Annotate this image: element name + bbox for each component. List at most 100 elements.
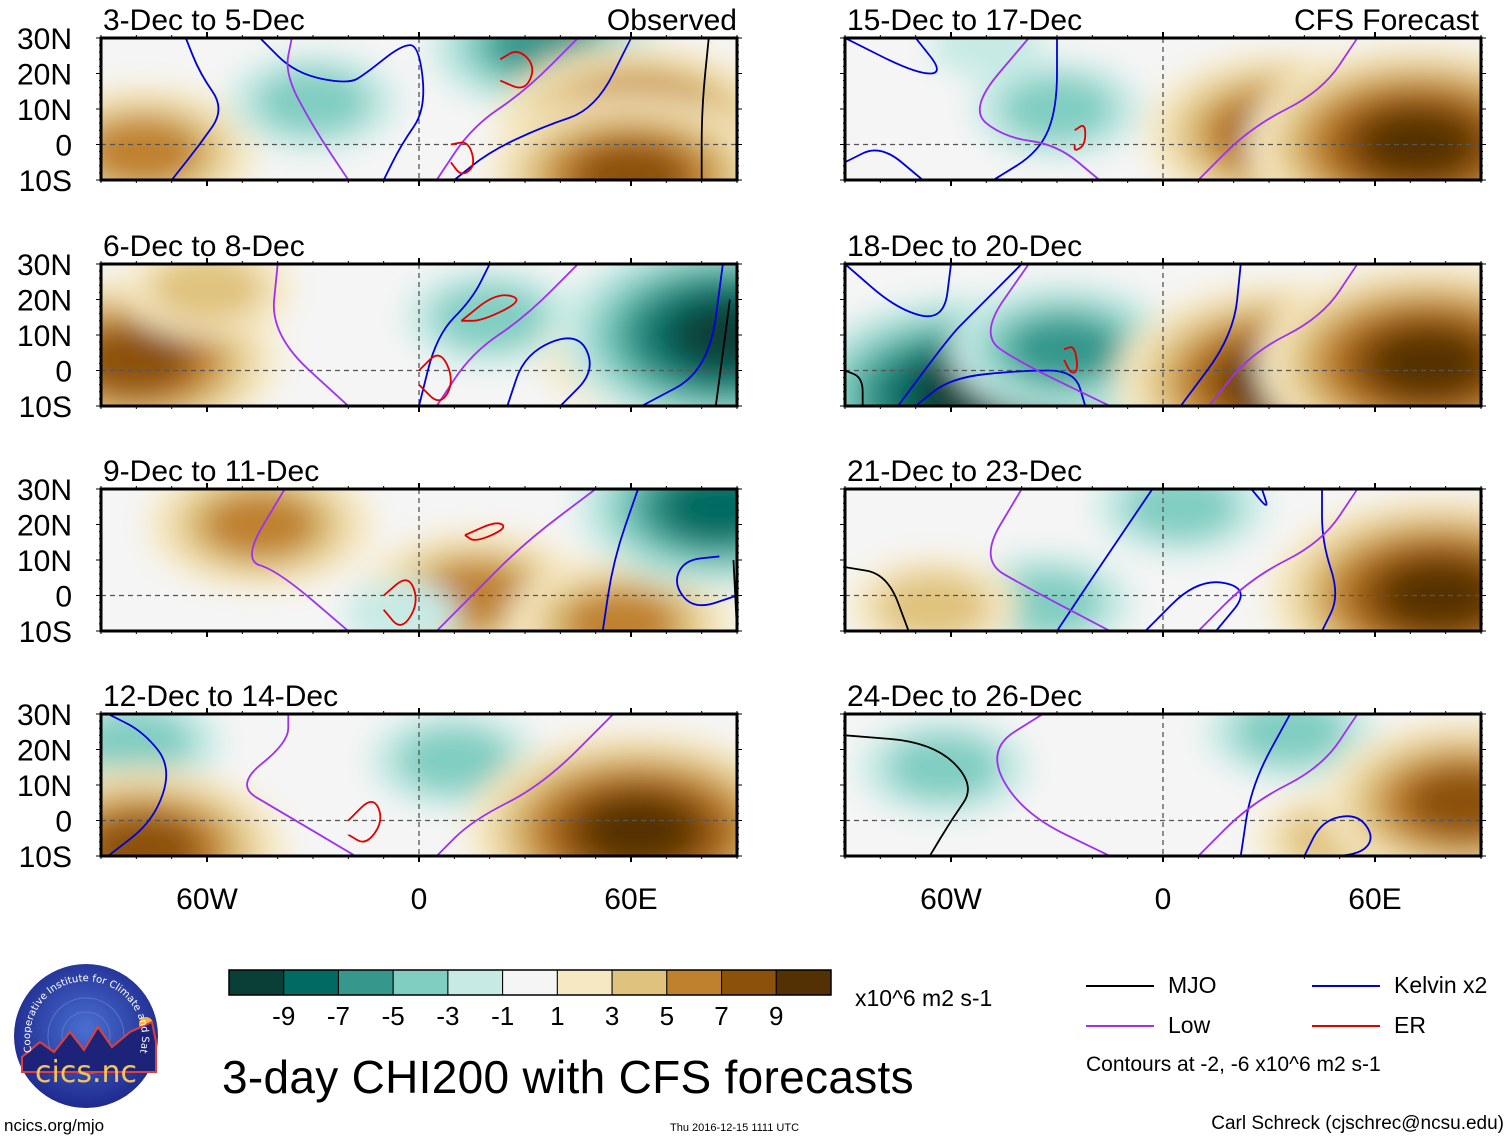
x-tick-label: 0	[411, 883, 428, 916]
anomaly-blob	[101, 326, 194, 393]
colorbar-units: x10^6 m2 s-1	[855, 985, 993, 1011]
panel-period-title: 21-Dec to 23-Dec	[847, 455, 1082, 488]
legend: MJO Kelvin x2 Low ER Contours at -2, -6 …	[1086, 972, 1506, 1082]
colorbar-swatch	[283, 969, 339, 996]
panel-period-title: 12-Dec to 14-Dec	[103, 680, 338, 713]
legend-swatch-er	[1312, 1024, 1380, 1027]
anomaly-blob	[563, 590, 678, 631]
author-credit: Carl Schreck (cjschrec@ncsu.edu)	[1211, 1113, 1504, 1134]
kelvin-contour	[1144, 581, 1242, 631]
anomaly-field	[845, 264, 1481, 406]
y-tick-label: 10S	[19, 616, 72, 649]
map-area	[845, 714, 1481, 856]
panel-period-title: 18-Dec to 20-Dec	[847, 230, 1082, 263]
panel-period-title: 9-Dec to 11-Dec	[103, 455, 319, 488]
colorbar-tick-label: -1	[491, 1001, 514, 1031]
kelvin-contour	[1239, 714, 1291, 856]
kelvin-contour	[897, 264, 1023, 406]
legend-label-mjo: MJO	[1168, 972, 1217, 998]
anomaly-blob	[999, 76, 1115, 142]
colorbar-frame	[228, 969, 832, 996]
colorbar-swatch	[337, 969, 394, 996]
kelvin-contour	[453, 38, 632, 180]
source-url[interactable]: ncics.org/mjo	[4, 1116, 105, 1135]
colorbar-swatch	[502, 969, 558, 996]
er-contour	[347, 800, 382, 843]
low-contour	[989, 489, 1111, 631]
low-contour	[272, 264, 349, 406]
legend-swatch-low	[1086, 1024, 1154, 1027]
low-contour	[436, 714, 614, 856]
panel-period-title: 3-Dec to 5-Dec	[103, 4, 305, 37]
anomaly-field	[929, 38, 1481, 180]
anomaly-blob	[662, 489, 737, 540]
low-contour	[1197, 38, 1359, 180]
anomaly-blob	[149, 264, 265, 322]
map-area	[101, 264, 737, 406]
y-tick-label: 20N	[17, 285, 72, 318]
colorbar-tick-label: 3	[605, 1001, 619, 1031]
low-contour	[286, 38, 350, 180]
colorbar-swatch	[721, 969, 777, 996]
y-tick-label: 10S	[19, 391, 72, 424]
panel-period-title: 15-Dec to 17-Dec	[847, 4, 1082, 37]
low-contour	[989, 264, 1111, 406]
mjo-contour	[714, 299, 731, 406]
y-tick-label: 10S	[19, 841, 72, 874]
anomaly-field	[145, 489, 737, 631]
y-tick-label: 30N	[17, 474, 72, 507]
colorbar-swatch	[775, 969, 832, 996]
anomaly-blob	[580, 798, 696, 856]
colorbar-swatch	[666, 969, 723, 996]
map-area	[845, 489, 1481, 631]
x-tick-label: 60E	[1348, 883, 1401, 916]
y-tick-label: 10N	[17, 94, 72, 127]
y-tick-label: 0	[55, 356, 72, 389]
anomaly-blob	[344, 580, 459, 631]
legend-label-kelvin: Kelvin x2	[1394, 972, 1488, 998]
colorbar-tick-label: -5	[382, 1001, 405, 1031]
er-contour	[460, 294, 518, 322]
y-tick-label: 0	[55, 581, 72, 614]
low-contour	[435, 38, 579, 180]
er-contour	[418, 354, 452, 402]
anomaly-blob	[101, 815, 201, 856]
kelvin-contour	[259, 38, 425, 180]
colorbar-swatch	[447, 969, 504, 996]
anomaly-blob	[672, 302, 737, 368]
y-tick-label: 20N	[17, 59, 72, 92]
kelvin-contour	[845, 149, 924, 180]
y-tick-label: 10S	[19, 165, 72, 198]
anomaly-blob	[886, 734, 1002, 801]
anomaly-blob	[1406, 769, 1481, 836]
kelvin-contour	[1056, 489, 1154, 631]
anomaly-blob	[1123, 489, 1238, 540]
map-panel-5: 15-Dec to 17-Dec	[840, 4, 1486, 186]
chart-title: 3-day CHI200 with CFS forecasts	[222, 1051, 914, 1103]
anomaly-field	[847, 489, 1481, 631]
low-contour	[978, 38, 1100, 180]
kelvin-contour	[845, 38, 938, 75]
map-area	[101, 38, 737, 180]
logo-text: cics.nc	[35, 1055, 137, 1090]
contour-note: Contours at -2, -6 x10^6 m2 s-1	[1086, 1053, 1381, 1076]
er-contour	[382, 579, 417, 626]
kelvin-contour	[1321, 489, 1337, 631]
low-contour	[436, 489, 597, 631]
anomaly-blob	[101, 714, 194, 776]
low-contour	[246, 714, 356, 856]
kelvin-contour	[107, 714, 168, 856]
colorbar-tick-label: -7	[327, 1001, 350, 1031]
kelvin-contour	[992, 38, 1058, 180]
panel-period-title: 24-Dec to 26-Dec	[847, 680, 1082, 713]
column-header-observed: Observed	[607, 4, 737, 37]
kelvin-contour	[1179, 264, 1242, 406]
map-area	[845, 38, 1481, 180]
y-tick-label: 10N	[17, 320, 72, 353]
legend-item-er: ER	[1312, 1012, 1426, 1039]
